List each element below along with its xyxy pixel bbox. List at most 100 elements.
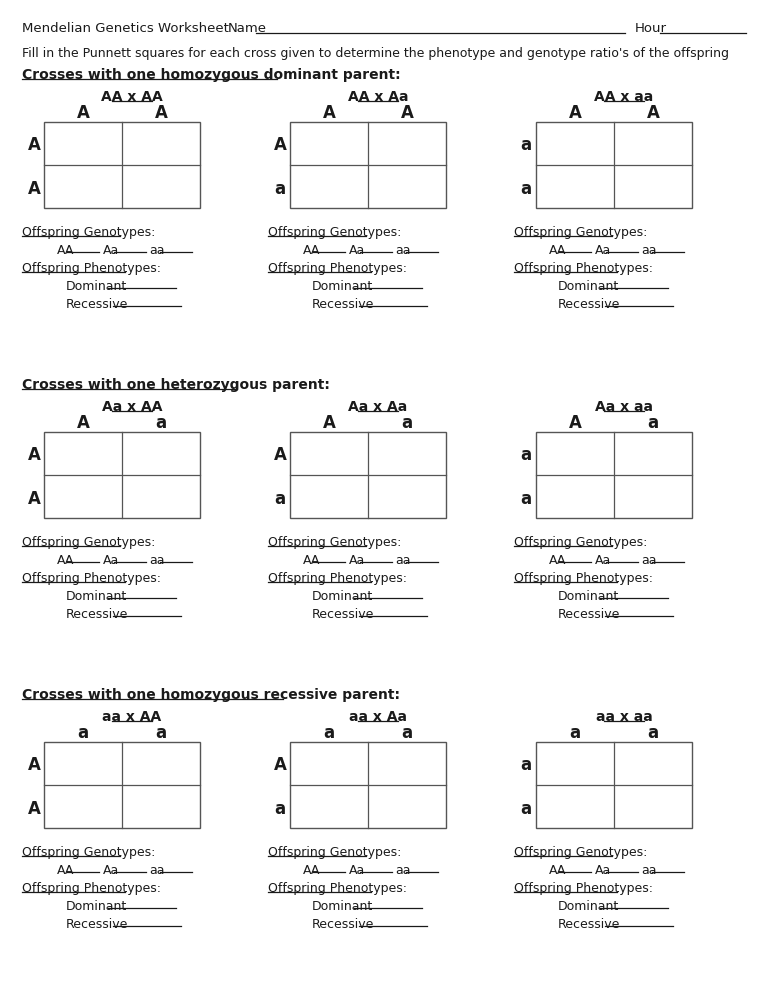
Text: a: a: [155, 414, 167, 432]
Text: AA: AA: [303, 554, 320, 567]
Text: Mendelian Genetics Worksheet: Mendelian Genetics Worksheet: [22, 22, 229, 35]
Text: Dominant: Dominant: [558, 900, 619, 913]
Text: Hour: Hour: [635, 22, 667, 35]
Text: aa: aa: [396, 244, 411, 257]
Text: Offspring Phenotypes:: Offspring Phenotypes:: [268, 262, 407, 275]
Text: A: A: [401, 104, 413, 122]
Text: Aa: Aa: [349, 244, 366, 257]
Text: aa: aa: [396, 554, 411, 567]
Text: AA x Aa: AA x Aa: [348, 90, 409, 104]
Text: Offspring Genotypes:: Offspring Genotypes:: [514, 536, 647, 549]
Text: Dominant: Dominant: [66, 590, 127, 603]
Text: Recessive: Recessive: [558, 918, 621, 931]
Text: A: A: [28, 180, 41, 198]
Text: Recessive: Recessive: [312, 298, 374, 311]
Text: Offspring Phenotypes:: Offspring Phenotypes:: [268, 882, 407, 895]
Text: Aa x aa: Aa x aa: [595, 400, 653, 414]
Text: Offspring Phenotypes:: Offspring Phenotypes:: [514, 572, 653, 585]
Text: Aa: Aa: [349, 864, 366, 877]
Text: a: a: [521, 136, 531, 154]
Bar: [536, 742, 692, 828]
Text: a: a: [521, 799, 531, 817]
Text: Offspring Phenotypes:: Offspring Phenotypes:: [268, 572, 407, 585]
Text: Recessive: Recessive: [312, 608, 374, 621]
Text: a: a: [521, 756, 531, 774]
Text: A: A: [28, 799, 41, 817]
Text: Crosses with one heterozygous parent:: Crosses with one heterozygous parent:: [22, 378, 330, 392]
Text: Aa: Aa: [104, 554, 120, 567]
Text: A: A: [273, 446, 286, 464]
Bar: [290, 122, 446, 208]
Text: Aa: Aa: [595, 554, 611, 567]
Text: Aa x AA: Aa x AA: [101, 400, 162, 414]
Text: Offspring Phenotypes:: Offspring Phenotypes:: [514, 882, 653, 895]
Text: Offspring Phenotypes:: Offspring Phenotypes:: [22, 262, 161, 275]
Text: A: A: [323, 104, 336, 122]
Text: Offspring Genotypes:: Offspring Genotypes:: [22, 536, 155, 549]
Text: Offspring Phenotypes:: Offspring Phenotypes:: [514, 262, 653, 275]
Text: aa x AA: aa x AA: [102, 710, 161, 724]
Text: aa: aa: [150, 244, 165, 257]
Text: Aa: Aa: [595, 864, 611, 877]
Text: Dominant: Dominant: [66, 280, 127, 293]
Text: Recessive: Recessive: [66, 608, 128, 621]
Text: a: a: [274, 799, 286, 817]
Text: Recessive: Recessive: [66, 298, 128, 311]
Text: Recessive: Recessive: [312, 918, 374, 931]
Text: a: a: [274, 489, 286, 508]
Text: a: a: [569, 724, 581, 742]
Text: aa: aa: [642, 244, 657, 257]
Text: AA: AA: [549, 864, 566, 877]
Text: aa x aa: aa x aa: [596, 710, 652, 724]
Text: Offspring Genotypes:: Offspring Genotypes:: [268, 536, 402, 549]
Text: A: A: [28, 489, 41, 508]
Text: aa: aa: [642, 864, 657, 877]
Text: a: a: [78, 724, 88, 742]
Text: Aa: Aa: [595, 244, 611, 257]
Text: A: A: [273, 756, 286, 774]
Text: Offspring Phenotypes:: Offspring Phenotypes:: [22, 882, 161, 895]
Bar: [536, 122, 692, 208]
Text: Crosses with one homozygous recessive parent:: Crosses with one homozygous recessive pa…: [22, 688, 400, 702]
Text: Dominant: Dominant: [312, 900, 373, 913]
Text: A: A: [77, 414, 89, 432]
Text: A: A: [568, 104, 581, 122]
Text: Name: Name: [228, 22, 267, 35]
Text: Offspring Genotypes:: Offspring Genotypes:: [22, 226, 155, 239]
Text: AA x aa: AA x aa: [594, 90, 654, 104]
Text: AA: AA: [549, 554, 566, 567]
Text: Aa x Aa: Aa x Aa: [349, 400, 408, 414]
Text: Recessive: Recessive: [558, 608, 621, 621]
Bar: [536, 432, 692, 518]
Text: Dominant: Dominant: [558, 280, 619, 293]
Text: AA: AA: [549, 244, 566, 257]
Text: a: a: [521, 489, 531, 508]
Text: A: A: [77, 104, 89, 122]
Text: Recessive: Recessive: [66, 918, 128, 931]
Text: a: a: [323, 724, 335, 742]
Text: AA: AA: [57, 554, 74, 567]
Text: Recessive: Recessive: [558, 298, 621, 311]
Text: A: A: [568, 414, 581, 432]
Text: Dominant: Dominant: [312, 590, 373, 603]
Bar: [290, 432, 446, 518]
Text: aa: aa: [150, 554, 165, 567]
Text: Offspring Genotypes:: Offspring Genotypes:: [268, 226, 402, 239]
Text: Offspring Genotypes:: Offspring Genotypes:: [22, 846, 155, 859]
Text: A: A: [154, 104, 167, 122]
Text: Aa: Aa: [349, 554, 366, 567]
Text: Aa: Aa: [104, 864, 120, 877]
Text: A: A: [28, 446, 41, 464]
Text: Dominant: Dominant: [312, 280, 373, 293]
Text: Offspring Phenotypes:: Offspring Phenotypes:: [22, 572, 161, 585]
Text: a: a: [521, 180, 531, 198]
Text: a: a: [155, 724, 167, 742]
Text: Offspring Genotypes:: Offspring Genotypes:: [514, 226, 647, 239]
Text: AA: AA: [303, 244, 320, 257]
Text: a: a: [402, 414, 412, 432]
Text: AA: AA: [57, 864, 74, 877]
Bar: [290, 742, 446, 828]
Text: Aa: Aa: [104, 244, 120, 257]
Text: aa: aa: [396, 864, 411, 877]
Text: aa: aa: [642, 554, 657, 567]
